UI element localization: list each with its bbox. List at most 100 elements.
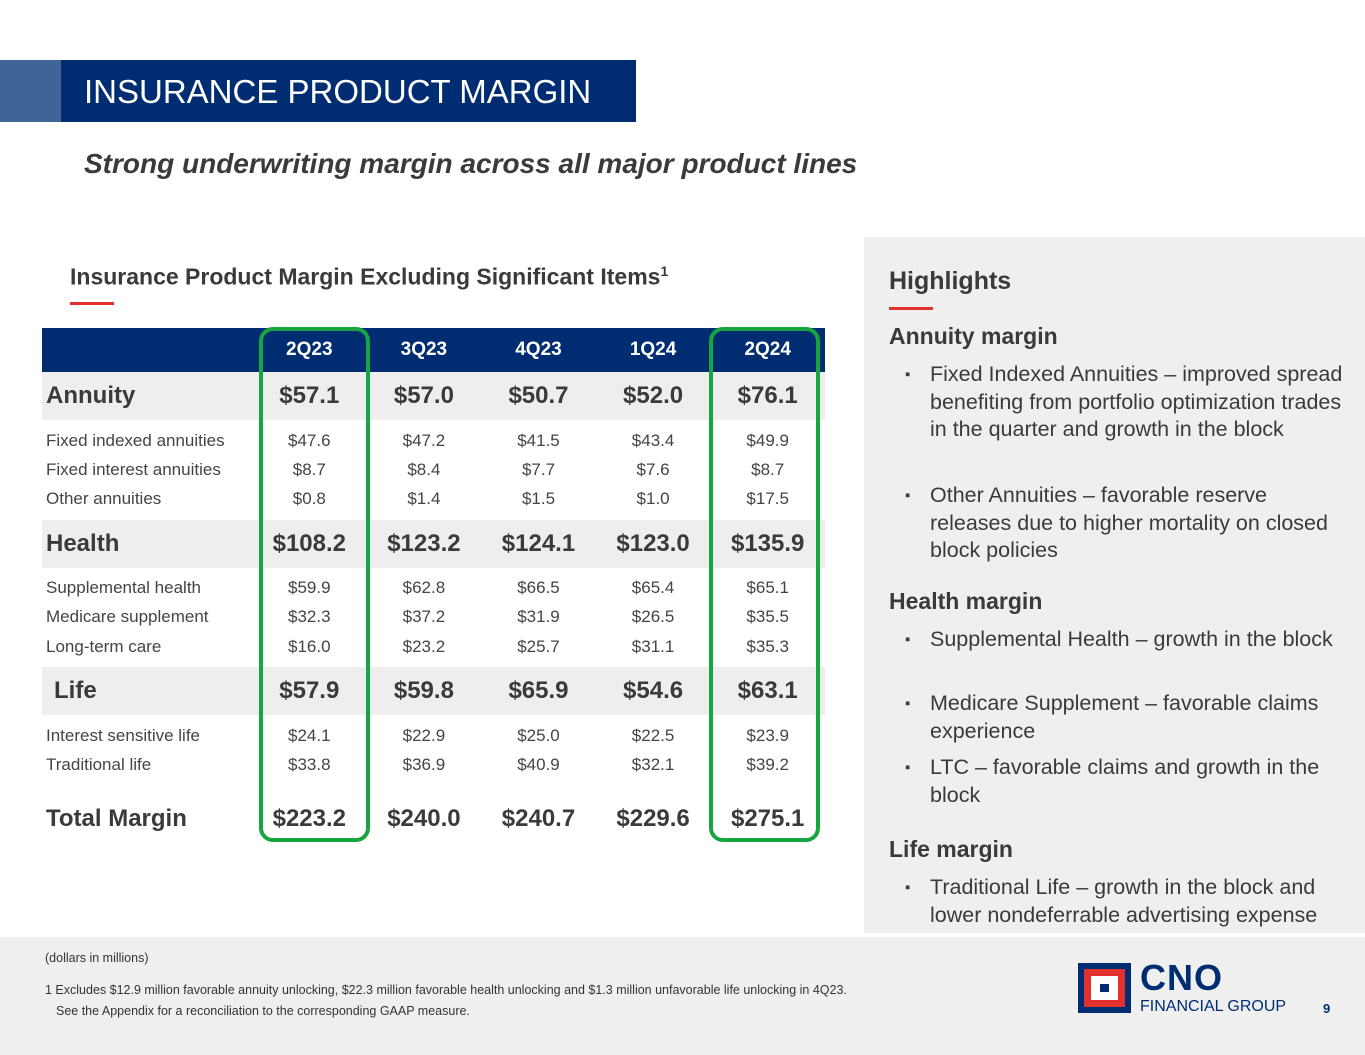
- cell-value: $65.4: [631, 578, 675, 597]
- cell-value: $50.7: [481, 372, 596, 420]
- highlights-panel: Highlights Annuity margin Fixed Indexed …: [864, 237, 1365, 933]
- cell-value: $49.9: [746, 430, 789, 450]
- table-row: Supplemental health $59.9 $62.8 $66.5 $65.4 $…: [42, 568, 825, 603]
- cell-value: $8.4: [407, 459, 441, 479]
- cell-value: $22.9: [402, 725, 446, 745]
- cell-value: $8.7: [292, 459, 326, 479]
- cell-value: $25.0: [517, 725, 560, 745]
- cell-value: $40.9: [517, 754, 560, 774]
- footnote-gaap: See the Appendix for a reconciliation to…: [56, 1004, 470, 1018]
- row-label: Fixed indexed annuities: [46, 430, 225, 450]
- logo-tagline: FINANCIAL GROUP: [1140, 998, 1287, 1015]
- table-row: Other annuities $0.8 $1.4 $1.5 $1.0 $17.5: [42, 485, 825, 520]
- cell-value: $23.9: [746, 725, 789, 745]
- cell-value: $240.7: [481, 785, 596, 853]
- group-row: Life $57.9 $59.8 $65.9 $54.6 $63.1: [42, 667, 825, 715]
- col-header: 2Q24: [710, 328, 825, 372]
- margin-table: 2Q23 3Q23 4Q23 1Q24 2Q24 Annuity $57.1 $57…: [42, 328, 825, 853]
- table-row: Medicare supplement $32.3 $37.2 $31.9 $26.5 $…: [42, 603, 825, 633]
- cell-value: $57.0: [366, 372, 482, 420]
- footnote-ref: 1: [660, 263, 669, 279]
- cell-value: $62.8: [402, 578, 446, 597]
- cell-value: $47.2: [402, 430, 446, 450]
- group-row: Health $108.2 $123.2 $124.1 $123.0 $135.9: [42, 519, 825, 568]
- bullet: Fixed Indexed Annuities – improved sprea…: [905, 361, 1350, 444]
- cell-value: $0.8: [292, 489, 326, 508]
- table-header-row: 2Q23 3Q23 4Q23 1Q24 2Q24: [42, 328, 825, 372]
- cell-value: $32.1: [631, 754, 675, 774]
- row-label: Annuity: [42, 372, 252, 420]
- cell-value: $7.6: [636, 459, 670, 479]
- col-header: 3Q23: [366, 328, 482, 372]
- cell-value: $35.5: [746, 607, 789, 627]
- table-row: Long-term care $16.0 $23.2 $25.7 $31.1 $35.3: [42, 632, 825, 667]
- section-title: Annuity margin: [889, 323, 1058, 349]
- section-title: Life margin: [889, 836, 1013, 862]
- highlights-underline: [889, 307, 933, 310]
- cell-value: $123.0: [595, 519, 711, 568]
- row-label: Interest sensitive life: [46, 725, 201, 745]
- table-title-text: Insurance Product Margin Excluding Signi…: [70, 263, 661, 290]
- table-row: Fixed interest annuities $8.7 $8.4 $7.7 $7.6…: [42, 455, 825, 485]
- cell-value: $1.5: [521, 489, 556, 508]
- cell-value: $63.1: [710, 667, 825, 715]
- cell-value: $24.1: [288, 725, 331, 745]
- cell-value: $39.2: [746, 754, 789, 774]
- bullet: Traditional Life – growth in the block a…: [905, 874, 1350, 929]
- cell-value: $123.2: [366, 519, 482, 568]
- cell-value: $1.4: [407, 489, 441, 508]
- cell-value: $32.3: [288, 607, 331, 627]
- page-number: 9: [1323, 1001, 1331, 1016]
- cell-value: $35.3: [746, 636, 789, 656]
- cell-value: $47.6: [288, 430, 331, 450]
- table-row: Fixed indexed annuities $47.6 $47.2 $41.5 $4…: [42, 420, 825, 455]
- highlight-box-2q23: [259, 327, 370, 842]
- title-underline: [70, 302, 114, 305]
- row-label: Fixed interest annuities: [46, 459, 221, 479]
- cell-value: $59.9: [288, 578, 331, 597]
- cell-value: $240.0: [366, 785, 482, 853]
- cell-value: $124.1: [481, 519, 596, 568]
- bullet: Medicare Supplement – favorable claims e…: [905, 690, 1350, 745]
- logo-mark-icon: [1078, 963, 1131, 1013]
- total-row: Total Margin $223.2 $240.0 $240.7 $229.6 $275…: [42, 785, 825, 853]
- cell-value: $36.9: [402, 754, 446, 774]
- title-accent: [0, 60, 61, 122]
- row-label: Life: [42, 667, 252, 715]
- cell-value: $37.2: [402, 607, 446, 627]
- table-row: Traditional life $33.8 $36.9 $40.9 $32.1 $39.…: [42, 750, 825, 785]
- cell-value: $65.9: [481, 667, 596, 715]
- cell-value: $22.5: [631, 725, 675, 745]
- cell-value: $57.1: [252, 372, 367, 420]
- cell-value: $25.7: [517, 636, 560, 656]
- cell-value: $17.5: [746, 489, 789, 508]
- cell-value: $23.2: [402, 636, 446, 656]
- footnote: 1 Excludes $12.9 million favorable annui…: [45, 983, 847, 997]
- col-header: 1Q24: [595, 328, 711, 372]
- table-title: Insurance Product Margin Excluding Signi…: [70, 263, 668, 291]
- cell-value: $43.4: [631, 430, 675, 450]
- cell-value: $26.5: [631, 607, 675, 627]
- row-label: Long-term care: [46, 636, 162, 656]
- cell-value: $8.7: [751, 459, 785, 479]
- row-label: Other annuities: [46, 489, 162, 508]
- row-label: Medicare supplement: [46, 607, 209, 627]
- cell-value: $66.5: [517, 578, 560, 597]
- col-header: 4Q23: [481, 328, 596, 372]
- section-title: Health margin: [889, 588, 1043, 614]
- row-label: Health: [42, 519, 252, 568]
- page-title: INSURANCE PRODUCT MARGIN: [84, 73, 592, 110]
- cell-value: $135.9: [710, 519, 825, 568]
- footer: (dollars in millions) 1 Excludes $12.9 m…: [0, 937, 1365, 1055]
- cell-value: $76.1: [710, 372, 825, 420]
- cell-value: $31.9: [517, 607, 560, 627]
- cell-value: $7.7: [521, 459, 556, 479]
- cell-value: $59.8: [366, 667, 482, 715]
- header-blank: [42, 328, 252, 372]
- cell-value: $1.0: [636, 489, 670, 508]
- cell-value: $31.1: [631, 636, 675, 656]
- cell-value: $108.2: [252, 519, 367, 568]
- title-bar: INSURANCE PRODUCT MARGIN: [0, 60, 636, 122]
- logo-name: CNO: [1140, 957, 1223, 998]
- subtitle: Strong underwriting margin across all ma…: [84, 148, 858, 179]
